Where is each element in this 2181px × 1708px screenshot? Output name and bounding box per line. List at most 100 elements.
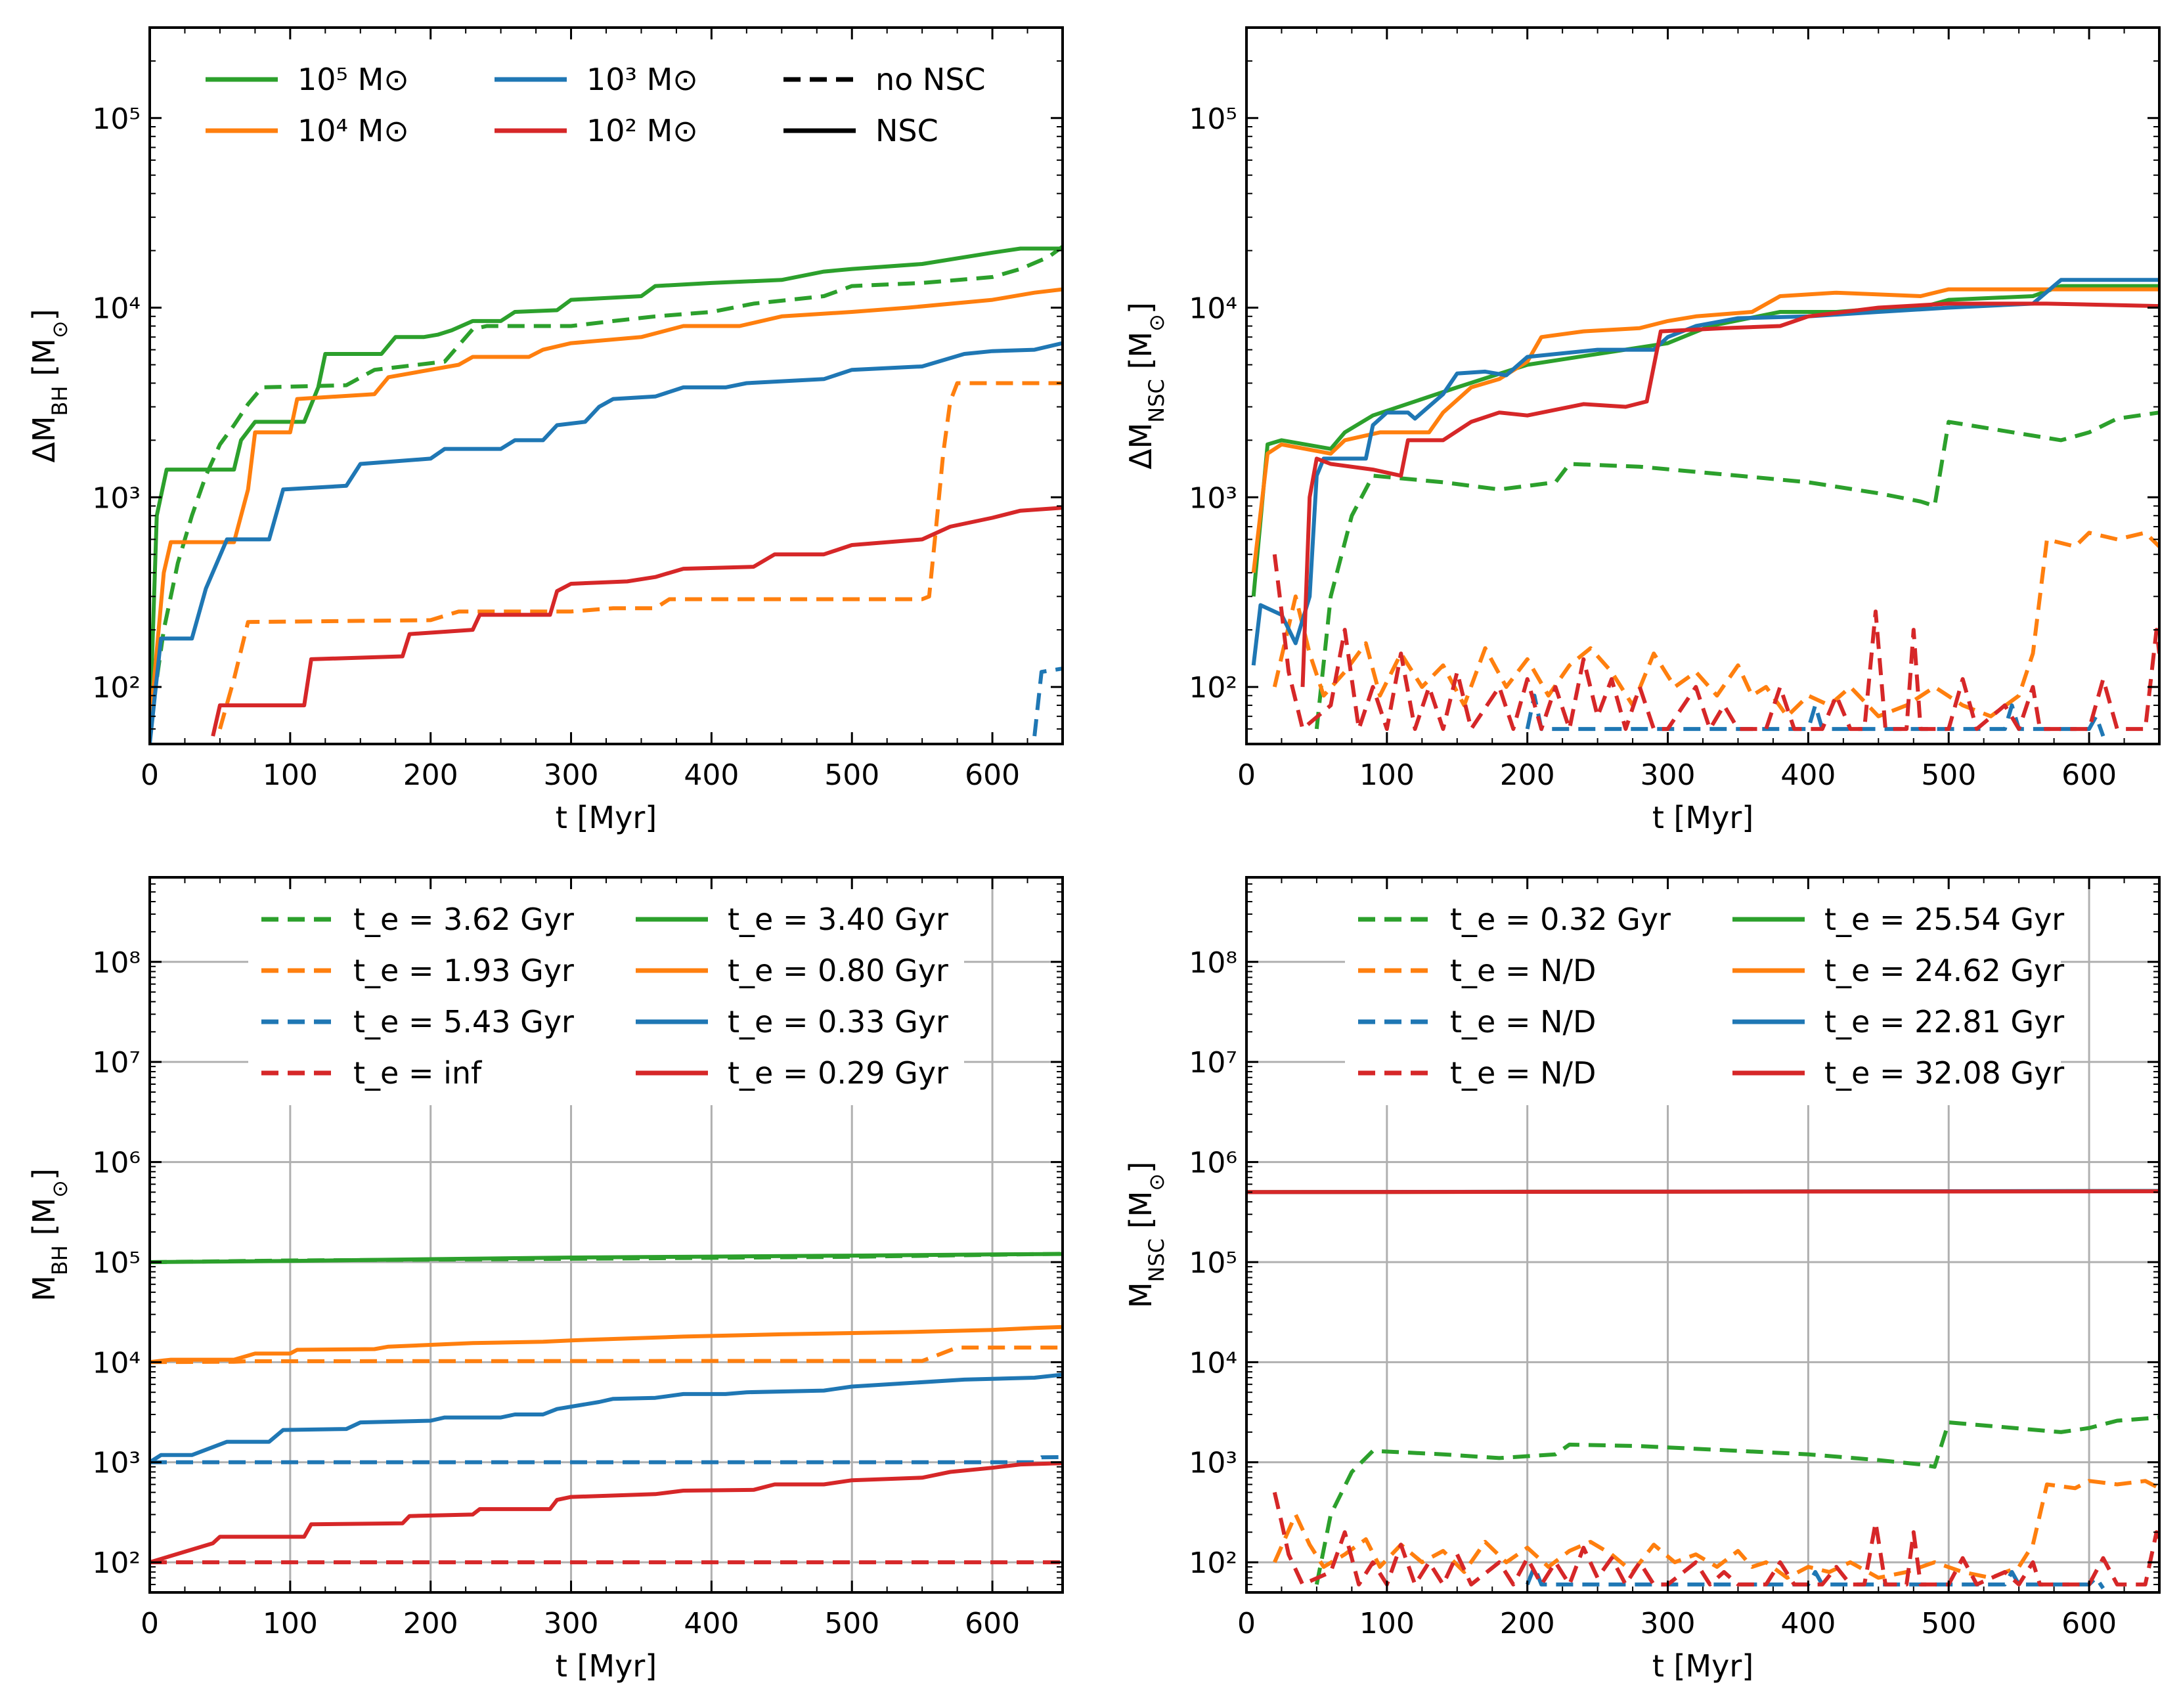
x-tick-label: 300 [1641, 758, 1696, 792]
series-line [1314, 410, 2159, 730]
panel-a: 10⁵ M⊙ 10⁴ M⊙ 10³ M⊙ 10² M⊙ no NSC NSC 0 100 200… [26, 26, 1064, 835]
x-tick-label: 100 [1359, 1607, 1415, 1640]
x-tick-label: 600 [965, 758, 1020, 792]
y-tick-label: 10² [1189, 1546, 1237, 1580]
series-group [150, 1252, 1063, 1565]
legend-label: NSC [875, 113, 938, 148]
x-axis-label: t [Myr] [1652, 800, 1753, 835]
series-line [1272, 531, 2159, 718]
legend-label: t_e = 0.80 Gyr [728, 953, 948, 988]
series-line [1032, 667, 1063, 737]
series-line [150, 1346, 1063, 1365]
axes-frame [1245, 26, 2161, 745]
legend-background [1345, 887, 2061, 1105]
x-tick-label: 400 [1780, 1607, 1836, 1640]
y-tick-label: 10⁴ [1189, 292, 1237, 326]
legend-label: t_e = 24.62 Gyr [1824, 953, 2064, 988]
legend-label: t_e = 32.08 Gyr [1824, 1055, 2064, 1091]
y-tick-label: 10⁵ [92, 1246, 141, 1280]
legend-label: t_e = 3.40 Gyr [728, 902, 948, 937]
series-line [1314, 1415, 2159, 1585]
legend-label: t_e = N/D [1450, 953, 1596, 988]
x-tick-label: 200 [1500, 1607, 1555, 1640]
x-tick-label: 500 [824, 1607, 879, 1640]
x-axis-label: t [Myr] [556, 800, 657, 835]
y-tick-label: 10⁷ [92, 1046, 141, 1080]
x-tick-label: 600 [2061, 758, 2117, 792]
legend-label: t_e = 0.32 Gyr [1450, 902, 1671, 937]
y-tick-label: 10⁸ [92, 946, 141, 980]
series-line [150, 246, 1063, 730]
x-axis-label: t [Myr] [556, 1648, 657, 1684]
y-tick-label: 10⁵ [1189, 1246, 1237, 1280]
legend-label: t_e = 1.93 Gyr [353, 953, 574, 988]
legend: t_e = 0.32 Gyr t_e = N/D t_e = N/D t_e = N/… [1345, 887, 2064, 1105]
legend-label: t_e = inf [353, 1055, 483, 1091]
series-line [1272, 1491, 2159, 1587]
series-group [1251, 278, 2159, 737]
y-tick-label: 10⁵ [1189, 102, 1237, 136]
x-axis-label: t [Myr] [1652, 1648, 1753, 1684]
y-tick-label: 10³ [92, 1447, 141, 1480]
series-line [150, 1325, 1063, 1365]
x-tick-label: 200 [1500, 758, 1555, 792]
x-tick-label: 500 [1921, 1607, 1976, 1640]
y-tick-label: 10⁴ [92, 292, 141, 326]
x-tick-label: 0 [141, 758, 159, 792]
series-line [150, 1455, 1063, 1464]
y-tick-label: 10² [1189, 671, 1237, 705]
x-tick-label: 600 [965, 1607, 1020, 1640]
x-tick-label: 0 [1237, 1607, 1256, 1640]
y-tick-label: 10⁶ [1189, 1147, 1237, 1180]
panel-b: 0 100 200 300 400 500 600 10² 10³ 10⁴ 10⁵ t [Myr] ΔM… [1123, 26, 2161, 835]
series-line [1300, 301, 2159, 688]
legend-label: 10⁵ M⊙ [297, 62, 409, 97]
legend-label: t_e = 22.81 Gyr [1824, 1004, 2064, 1040]
legend-label: 10⁴ M⊙ [297, 113, 409, 148]
x-tick-label: 400 [684, 1607, 739, 1640]
y-tick-label: 10⁷ [1189, 1046, 1237, 1080]
series-line [150, 1372, 1063, 1464]
series-group [150, 245, 1063, 744]
series-line [1272, 554, 2159, 732]
y-tick-label: 10⁶ [92, 1147, 141, 1180]
x-tick-label: 0 [1237, 758, 1256, 792]
y-axis-label: MBH [M⊙] [26, 1168, 72, 1302]
x-tick-label: 300 [544, 1607, 599, 1640]
series-line [150, 287, 1063, 730]
x-tick-label: 0 [141, 1607, 159, 1640]
x-tick-label: 100 [263, 758, 318, 792]
legend-label: no NSC [875, 62, 986, 97]
y-axis-label: ΔMNSC [M⊙] [1123, 302, 1169, 470]
legend-label: t_e = N/D [1450, 1055, 1596, 1091]
y-tick-label: 10³ [1189, 481, 1237, 515]
series-group [1246, 1189, 2159, 1590]
x-tick-label: 200 [403, 1607, 458, 1640]
x-tick-label: 400 [1780, 758, 1836, 792]
x-tick-label: 300 [544, 758, 599, 792]
x-tick-label: 600 [2061, 1607, 2117, 1640]
series-line [1251, 284, 2159, 597]
panel-d: t_e = 0.32 Gyr t_e = N/D t_e = N/D t_e = N/… [1123, 876, 2161, 1684]
legend-label: t_e = 3.62 Gyr [353, 902, 574, 937]
legend-label: 10³ M⊙ [586, 62, 698, 97]
x-tick-label: 200 [403, 758, 458, 792]
series-line [1251, 278, 2159, 666]
series-line [1251, 287, 2159, 573]
x-tick-label: 500 [824, 758, 879, 792]
y-axis-label: ΔMBH [M⊙] [26, 309, 72, 462]
series-line [150, 1252, 1063, 1264]
series-line [211, 506, 1063, 737]
legend-label: t_e = 0.29 Gyr [728, 1055, 948, 1091]
series-line [150, 341, 1063, 744]
x-tick-label: 300 [1641, 1607, 1696, 1640]
x-tick-label: 100 [1359, 758, 1415, 792]
legend-label: t_e = 0.33 Gyr [728, 1004, 948, 1040]
y-tick-label: 10² [92, 671, 141, 705]
y-tick-label: 10⁴ [1189, 1346, 1237, 1380]
legend-label: 10² M⊙ [586, 113, 698, 148]
x-tick-label: 400 [684, 758, 739, 792]
y-tick-label: 10⁸ [1189, 946, 1237, 980]
y-tick-label: 10⁴ [92, 1346, 141, 1380]
